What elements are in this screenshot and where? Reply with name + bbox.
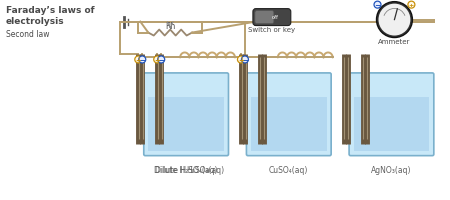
Text: CuSO₄(aq): CuSO₄(aq) — [269, 165, 309, 174]
Circle shape — [238, 57, 244, 64]
Circle shape — [242, 57, 248, 64]
Text: Second law: Second law — [6, 29, 49, 38]
Text: Faraday’s laws of: Faraday’s laws of — [6, 6, 94, 15]
Circle shape — [374, 2, 381, 9]
Text: −: − — [242, 56, 248, 65]
FancyBboxPatch shape — [144, 74, 229, 156]
Text: +: + — [154, 56, 160, 65]
Text: −: − — [374, 1, 381, 10]
Text: +: + — [238, 56, 244, 65]
Bar — [251, 97, 327, 151]
Text: −: − — [139, 56, 145, 65]
Circle shape — [378, 5, 410, 36]
Circle shape — [158, 57, 165, 64]
FancyBboxPatch shape — [247, 74, 331, 156]
Text: Ammeter: Ammeter — [378, 38, 411, 44]
Text: electrolysis: electrolysis — [6, 17, 64, 25]
Text: Rh: Rh — [165, 21, 176, 30]
Circle shape — [135, 57, 142, 64]
Bar — [148, 97, 224, 151]
Circle shape — [154, 57, 161, 64]
Text: Dilute H₂SO₄(aq): Dilute H₂SO₄(aq) — [154, 165, 218, 174]
Text: +: + — [409, 3, 414, 8]
FancyBboxPatch shape — [255, 12, 274, 24]
Circle shape — [377, 3, 412, 38]
Circle shape — [139, 57, 146, 64]
Text: Switch or key: Switch or key — [248, 26, 295, 32]
Bar — [354, 97, 429, 151]
Text: off: off — [271, 15, 278, 20]
Text: AgNO₃(aq): AgNO₃(aq) — [371, 165, 412, 174]
FancyBboxPatch shape — [349, 74, 434, 156]
FancyBboxPatch shape — [253, 10, 291, 26]
Text: +: + — [135, 56, 141, 65]
Circle shape — [408, 2, 415, 9]
Text: H₂SO₄(aq): H₂SO₄(aq) — [186, 165, 224, 174]
Text: −: − — [158, 56, 164, 65]
Text: Dilute H: Dilute H — [155, 165, 186, 174]
